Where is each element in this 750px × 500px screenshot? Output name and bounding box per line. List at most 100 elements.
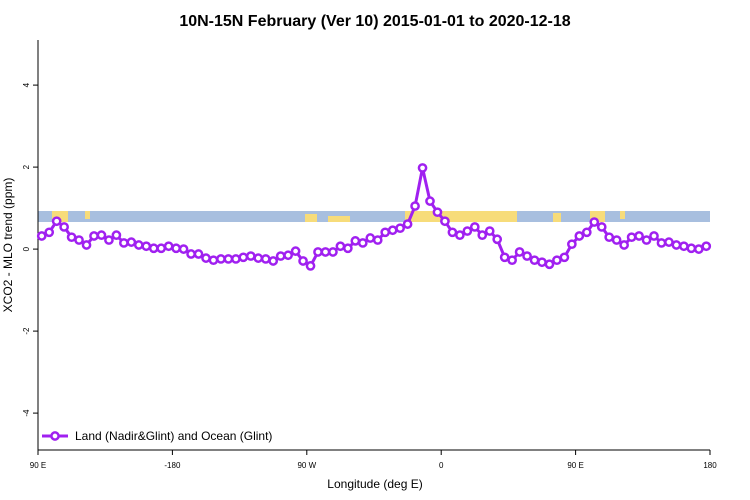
point — [320, 247, 331, 257]
point — [36, 231, 47, 241]
point — [66, 232, 77, 243]
point — [402, 219, 413, 229]
point — [656, 238, 667, 248]
point — [649, 231, 659, 241]
point — [604, 232, 615, 243]
point — [447, 227, 458, 238]
y-tick-label: 2 — [22, 164, 31, 169]
point — [74, 235, 84, 245]
x-tick-label: 90 E — [30, 461, 46, 470]
point — [522, 251, 532, 261]
point — [119, 238, 129, 248]
point — [193, 249, 204, 259]
x-tick-label: 90 E — [567, 461, 583, 470]
point — [208, 255, 219, 266]
point — [596, 222, 607, 232]
point — [611, 235, 622, 245]
point — [686, 243, 697, 254]
point — [81, 240, 92, 250]
point — [111, 230, 122, 241]
point — [581, 227, 592, 238]
x-tick-label: 0 — [439, 461, 444, 470]
point — [260, 254, 271, 264]
land-strip — [620, 211, 625, 219]
land-strip — [553, 213, 561, 222]
point — [552, 255, 562, 266]
point — [574, 231, 585, 241]
point — [544, 259, 555, 270]
point — [89, 231, 99, 241]
point — [335, 241, 346, 252]
point — [634, 231, 644, 241]
point — [305, 261, 316, 271]
point — [44, 227, 55, 238]
point — [589, 217, 600, 227]
point — [290, 246, 301, 256]
point — [417, 163, 428, 173]
point — [679, 241, 689, 252]
land-strip — [85, 211, 90, 219]
land-strip — [305, 214, 317, 222]
point — [268, 256, 279, 266]
surface-band — [38, 211, 710, 222]
point — [313, 247, 323, 257]
point — [238, 252, 249, 263]
x-tick-label: 90 W — [297, 461, 316, 470]
point — [141, 241, 152, 252]
legend-label: Land (Nadir&Glint) and Ocean (Glint) — [75, 429, 272, 443]
point — [223, 254, 234, 264]
point — [626, 232, 637, 243]
point — [671, 240, 682, 250]
point — [357, 238, 368, 248]
point — [275, 251, 286, 261]
point — [425, 196, 435, 206]
point — [529, 255, 540, 266]
point — [365, 233, 376, 243]
point — [283, 250, 293, 261]
point — [328, 247, 338, 257]
point — [126, 237, 137, 247]
point — [178, 244, 189, 254]
land-strip — [52, 211, 68, 222]
point — [484, 226, 495, 236]
land-strip — [590, 211, 605, 222]
point — [537, 257, 547, 268]
point — [440, 216, 450, 227]
point — [477, 230, 488, 241]
point — [133, 240, 144, 250]
point — [619, 240, 629, 250]
x-axis-label: Longitude (deg E) — [327, 477, 422, 491]
point — [171, 243, 181, 254]
point — [514, 247, 525, 257]
point — [664, 237, 674, 247]
point — [410, 201, 420, 211]
point — [380, 227, 391, 238]
point — [372, 235, 383, 245]
point — [104, 235, 114, 245]
point — [298, 256, 308, 266]
land-strip — [405, 211, 517, 222]
chart-title: 10N-15N February (Ver 10) 2015-01-01 to … — [179, 13, 570, 30]
point — [507, 255, 517, 266]
point — [693, 244, 704, 254]
point — [350, 236, 361, 246]
point — [245, 251, 256, 261]
y-tick-label: 4 — [22, 82, 31, 87]
point — [641, 235, 652, 245]
x-tick-label: 180 — [703, 461, 717, 470]
point — [216, 254, 226, 264]
point — [462, 226, 473, 236]
land-strip — [328, 216, 350, 222]
point — [395, 223, 405, 234]
point — [701, 241, 712, 252]
point — [567, 239, 577, 250]
point — [455, 230, 465, 241]
point — [343, 243, 353, 254]
point — [59, 222, 69, 232]
y-tick-label: -2 — [22, 327, 31, 335]
y-tick-label: -4 — [22, 409, 31, 417]
y-axis-label: XCO2 - MLO trend (ppm) — [1, 178, 15, 313]
legend-marker — [50, 431, 60, 441]
ocean-strip — [38, 211, 710, 222]
point — [253, 253, 264, 263]
